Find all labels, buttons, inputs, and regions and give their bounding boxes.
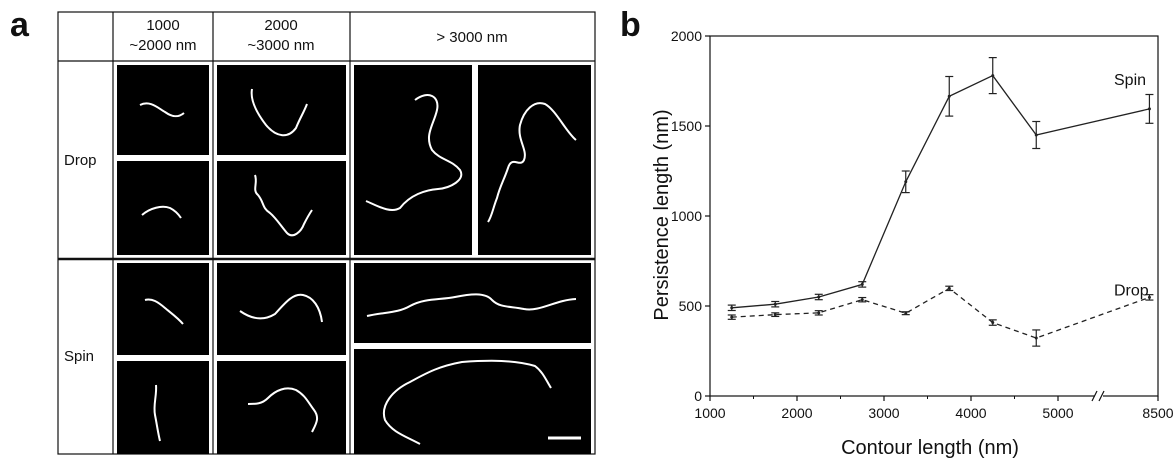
header-col2-line2: ~3000 nm: [247, 37, 314, 54]
data-point-drop: [904, 311, 908, 315]
image-drop-col1-bottom: [117, 161, 209, 255]
fiber-trace: [366, 293, 577, 317]
axis-break-gap: [1095, 390, 1103, 402]
y-tick-label: 1500: [671, 118, 702, 134]
series-line-drop: [731, 287, 1150, 339]
data-point-spin: [860, 282, 864, 286]
y-tick-label: 0: [694, 388, 702, 404]
image-drop-col3-left: [354, 65, 472, 255]
axis-break-mark: [1098, 390, 1105, 402]
row-label-spin: Spin: [64, 348, 94, 365]
image-spin-col1-top: [117, 263, 209, 355]
series-label-drop: Drop: [1114, 282, 1149, 299]
data-point-drop: [1147, 295, 1151, 299]
fiber-trace: [144, 298, 184, 325]
y-tick-label: 1000: [671, 208, 702, 224]
image-spin-col2-bottom: [217, 361, 346, 454]
data-point-drop: [1034, 336, 1038, 340]
data-point-spin: [991, 74, 995, 78]
x-tick-label: 5000: [1042, 405, 1073, 421]
row-label-drop: Drop: [64, 152, 97, 169]
panel-a-label: a: [10, 6, 29, 44]
data-point-drop: [947, 286, 951, 290]
fiber-trace: [139, 102, 185, 118]
y-tick-label: 500: [679, 298, 703, 314]
x-tick-label: 8500: [1142, 405, 1173, 421]
chart-ticks: 1000 2000 3000 4000 5000 8500 0 500 1000 1500 2000: [671, 28, 1174, 421]
data-point-spin: [730, 306, 734, 310]
fiber-trace: [153, 384, 161, 442]
data-point-drop: [773, 313, 777, 317]
fiber-trace: [487, 102, 577, 223]
data-point-spin: [773, 302, 777, 306]
x-axis-label: Contour length (nm): [841, 437, 1019, 458]
panel-a-grid: 1000 ~2000 nm 2000 ~3000 nm > 3000 nm Dr…: [57, 11, 596, 455]
image-spin-col3-top: [354, 263, 591, 343]
y-tick-label: 2000: [671, 28, 702, 44]
data-point-spin: [1034, 133, 1038, 137]
series-label-spin: Spin: [1114, 72, 1146, 89]
image-drop-col3-right: [478, 65, 591, 255]
header-col1-line1: 1000: [146, 17, 179, 34]
x-tick-label: 1000: [694, 405, 725, 421]
data-point-spin: [1147, 107, 1151, 111]
x-tick-label: 3000: [868, 405, 899, 421]
plot-frame: [709, 35, 1159, 397]
data-point-drop: [817, 311, 821, 315]
data-point-spin: [817, 295, 821, 299]
image-spin-col2-top: [217, 263, 346, 355]
axis-break-mark: [1091, 390, 1098, 402]
fiber-trace: [365, 94, 463, 211]
fiber-trace: [247, 387, 319, 433]
header-col3: > 3000 nm: [436, 29, 507, 46]
header-col1-line2: ~2000 nm: [129, 37, 196, 54]
x-tick-label: 4000: [955, 405, 986, 421]
image-spin-col1-bottom: [117, 361, 209, 454]
data-point-drop: [860, 298, 864, 302]
panel-b-label: b: [620, 6, 641, 44]
data-point-drop: [730, 315, 734, 319]
image-drop-col2-top: [217, 65, 346, 155]
y-axis-label: Persistence length (nm): [651, 109, 673, 320]
fiber-trace: [141, 205, 182, 219]
image-drop-col2-bottom: [217, 161, 346, 255]
data-point-spin: [947, 94, 951, 98]
series-line-spin: [731, 74, 1150, 309]
x-tick-label: 2000: [781, 405, 812, 421]
fiber-trace: [382, 359, 552, 445]
header-col2-line1: 2000: [264, 17, 297, 34]
data-point-spin: [904, 180, 908, 184]
fiber-trace: [239, 293, 323, 323]
data-point-drop: [991, 321, 995, 325]
fiber-trace: [254, 174, 313, 237]
chart-frame: [709, 35, 1159, 402]
fiber-trace: [250, 88, 308, 137]
chart-series: Spin Drop: [727, 56, 1154, 347]
